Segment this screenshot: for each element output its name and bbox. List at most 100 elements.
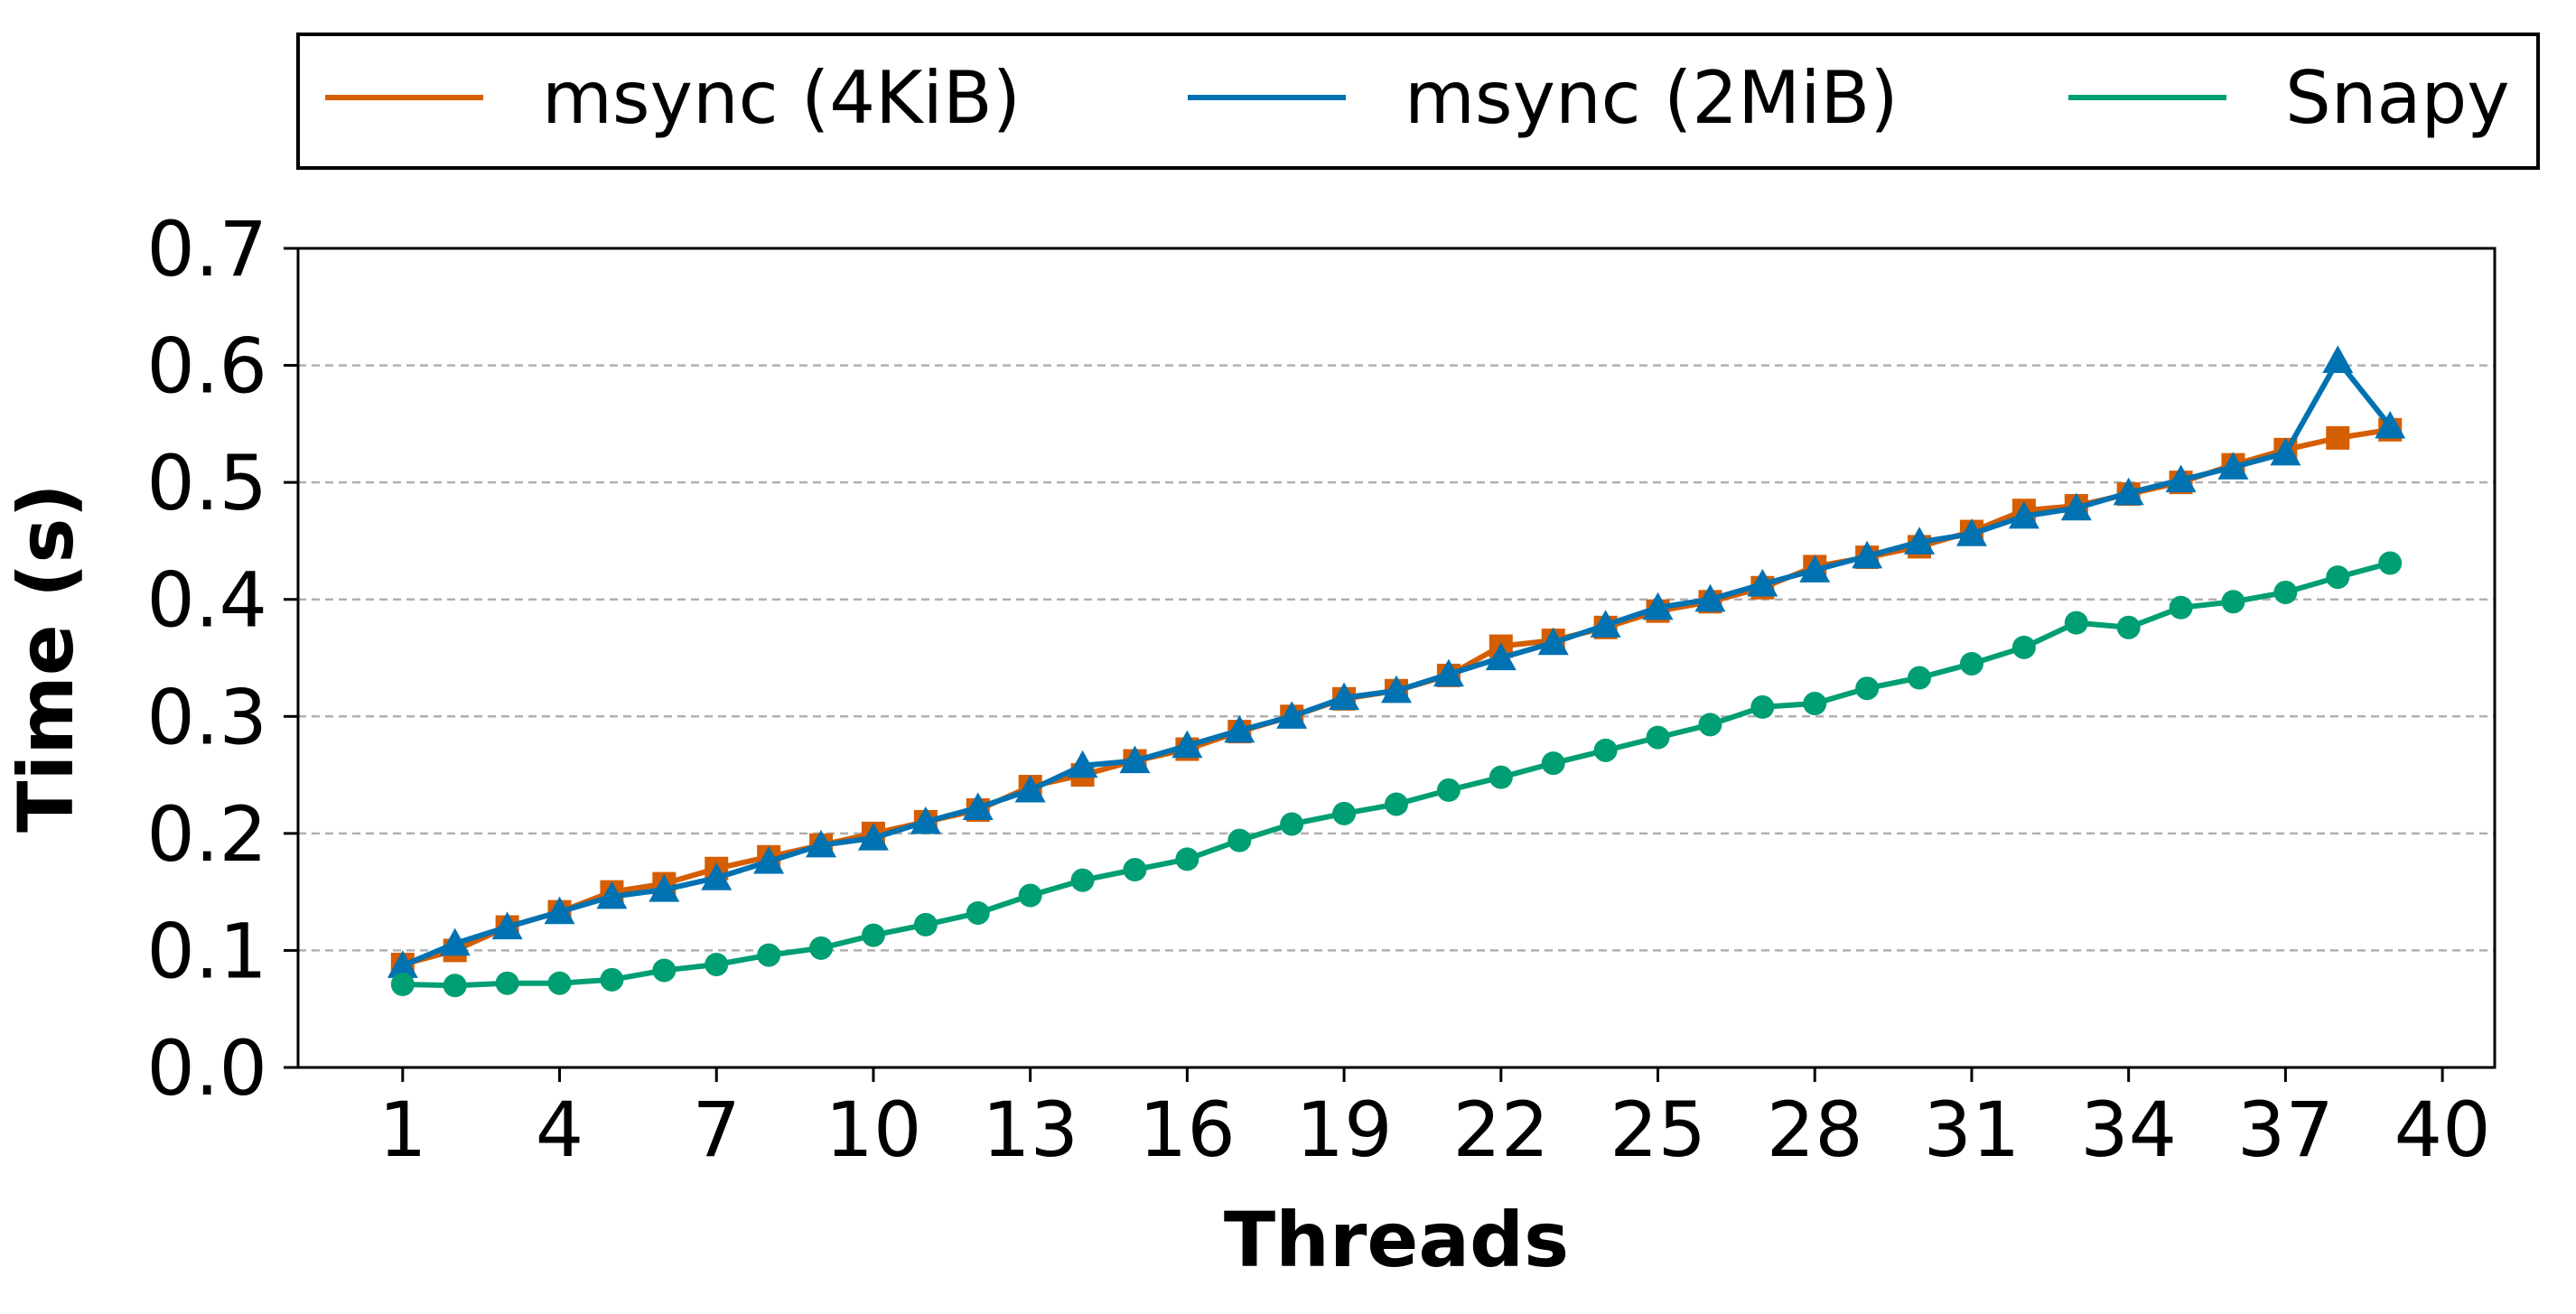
y-axis-title: Time (s) [2, 483, 90, 833]
series-msync-2mib [387, 345, 2406, 978]
data-point-snapy [966, 900, 990, 925]
data-point-msync-2mib [2165, 464, 2197, 493]
x-tick-label: 28 [1767, 1086, 1863, 1174]
data-point-snapy [2116, 615, 2141, 639]
series-line-snapy [399, 560, 2394, 989]
x-tick-label: 25 [1610, 1086, 1706, 1174]
data-point-snapy [705, 952, 729, 976]
data-point-snapy [809, 936, 834, 960]
x-tick-label: 1 [378, 1086, 426, 1174]
data-point-msync-2mib [1433, 658, 1464, 687]
data-point-snapy [390, 973, 415, 997]
data-point-msync-2mib [1119, 745, 1151, 774]
data-point-msync-2mib [387, 950, 418, 978]
data-point-snapy [2169, 595, 2193, 620]
data-point-msync-2mib [544, 896, 575, 925]
gridlines [298, 364, 2495, 952]
data-point-snapy [600, 967, 624, 992]
y-tick-label: 0.7 [146, 205, 267, 294]
x-tick-label: 40 [2394, 1086, 2491, 1174]
legend-item-msync-4kib: msync (4KiB) [325, 56, 1021, 140]
data-point-msync-2mib [1747, 568, 1778, 597]
data-point-msync-2mib [701, 862, 733, 890]
data-point-msync-2mib [1171, 730, 1203, 759]
data-point-msync-2mib [1067, 750, 1098, 778]
legend-label: msync (4KiB) [542, 56, 1021, 140]
data-point-snapy [1175, 847, 1199, 871]
data-point-msync-2mib [2270, 437, 2301, 466]
axes: 0.0 0.1 0.2 0.3 0.4 0.5 0.6 0.7 1 4 7 10 13 16 19 22 25 2… [146, 205, 2490, 1174]
x-tick-label: 13 [982, 1086, 1078, 1174]
data-point-snapy [861, 923, 885, 947]
data-point-msync-2mib [1537, 627, 1569, 656]
x-tick-label: 37 [2237, 1086, 2334, 1174]
legend: msync (4KiB) msync (2MiB) Snapy [296, 33, 2540, 170]
data-point-snapy [2273, 580, 2298, 604]
legend-items: msync (4KiB) msync (2MiB) Snapy [325, 56, 2510, 140]
data-point-msync-2mib [1799, 554, 1831, 582]
x-tick-label: 7 [693, 1086, 741, 1174]
data-point-msync-2mib [857, 823, 889, 851]
data-point-snapy [1698, 713, 1722, 737]
data-point-snapy [1908, 666, 1932, 690]
data-point-snapy [2064, 610, 2088, 635]
data-point-msync-2mib [2217, 452, 2249, 480]
x-tick-label: 10 [826, 1086, 922, 1174]
plot-series [387, 345, 2406, 998]
x-tick-label: 34 [2080, 1086, 2177, 1174]
data-point-msync-2mib [1276, 701, 1308, 729]
data-point-msync-2mib [910, 806, 941, 834]
data-point-msync-2mib [1955, 518, 1987, 546]
data-point-msync-2mib [2375, 410, 2406, 439]
data-point-msync-2mib [806, 829, 837, 858]
y-tick-label: 0.4 [146, 556, 267, 645]
data-point-snapy [1436, 778, 1461, 802]
data-point-msync-2mib [1904, 527, 1936, 554]
x-tick-label: 19 [1296, 1086, 1393, 1174]
data-point-snapy [913, 912, 938, 937]
data-point-msync-2mib [491, 911, 523, 940]
data-point-snapy [2011, 635, 2036, 659]
data-point-snapy [1280, 812, 1304, 836]
data-point-snapy [1332, 801, 1357, 825]
legend-box [296, 33, 2540, 170]
data-point-msync-2mib [962, 792, 994, 820]
legend-label: Snapy [2285, 56, 2510, 140]
data-point-msync-2mib [1381, 675, 1412, 704]
data-point-msync-2mib [649, 874, 680, 902]
legend-item-msync-2mib: msync (2MiB) [1188, 56, 1899, 140]
x-axis-title: Threads [1224, 1196, 1569, 1284]
legend-label: msync (2MiB) [1405, 56, 1899, 140]
data-point-snapy [2326, 565, 2350, 590]
y-tick-label: 0.5 [146, 439, 267, 527]
data-point-msync-2mib [1485, 642, 1517, 671]
data-point-msync-2mib [2060, 492, 2092, 521]
y-tick-label: 0.0 [146, 1024, 267, 1113]
data-point-msync-2mib [1014, 774, 1046, 803]
data-point-snapy [1489, 765, 1513, 789]
data-point-msync-2mib [1852, 540, 1883, 569]
data-point-msync-2mib [1329, 682, 1360, 711]
data-point-snapy [1123, 858, 1147, 882]
y-tick-label: 0.3 [146, 673, 267, 761]
data-point-snapy [1541, 751, 1565, 776]
data-point-msync-2mib [1224, 714, 1255, 743]
data-point-snapy [1646, 725, 1670, 750]
data-point-msync-2mib [753, 845, 785, 874]
data-point-msync-4kib [2326, 425, 2350, 450]
data-point-snapy [1855, 676, 1880, 701]
plot-frame [296, 247, 2497, 1069]
data-point-msync-2mib [2322, 345, 2354, 373]
data-point-snapy [1750, 694, 1775, 719]
y-tick-label: 0.6 [146, 322, 267, 411]
data-point-snapy [547, 971, 572, 995]
data-point-snapy [443, 974, 467, 998]
data-point-snapy [652, 958, 677, 983]
data-point-snapy [1018, 883, 1042, 908]
x-tick-label: 22 [1452, 1086, 1549, 1174]
data-point-snapy [495, 971, 519, 995]
y-tick-label: 0.2 [146, 790, 267, 879]
data-point-msync-2mib [2113, 477, 2144, 506]
data-point-snapy [1070, 868, 1095, 892]
